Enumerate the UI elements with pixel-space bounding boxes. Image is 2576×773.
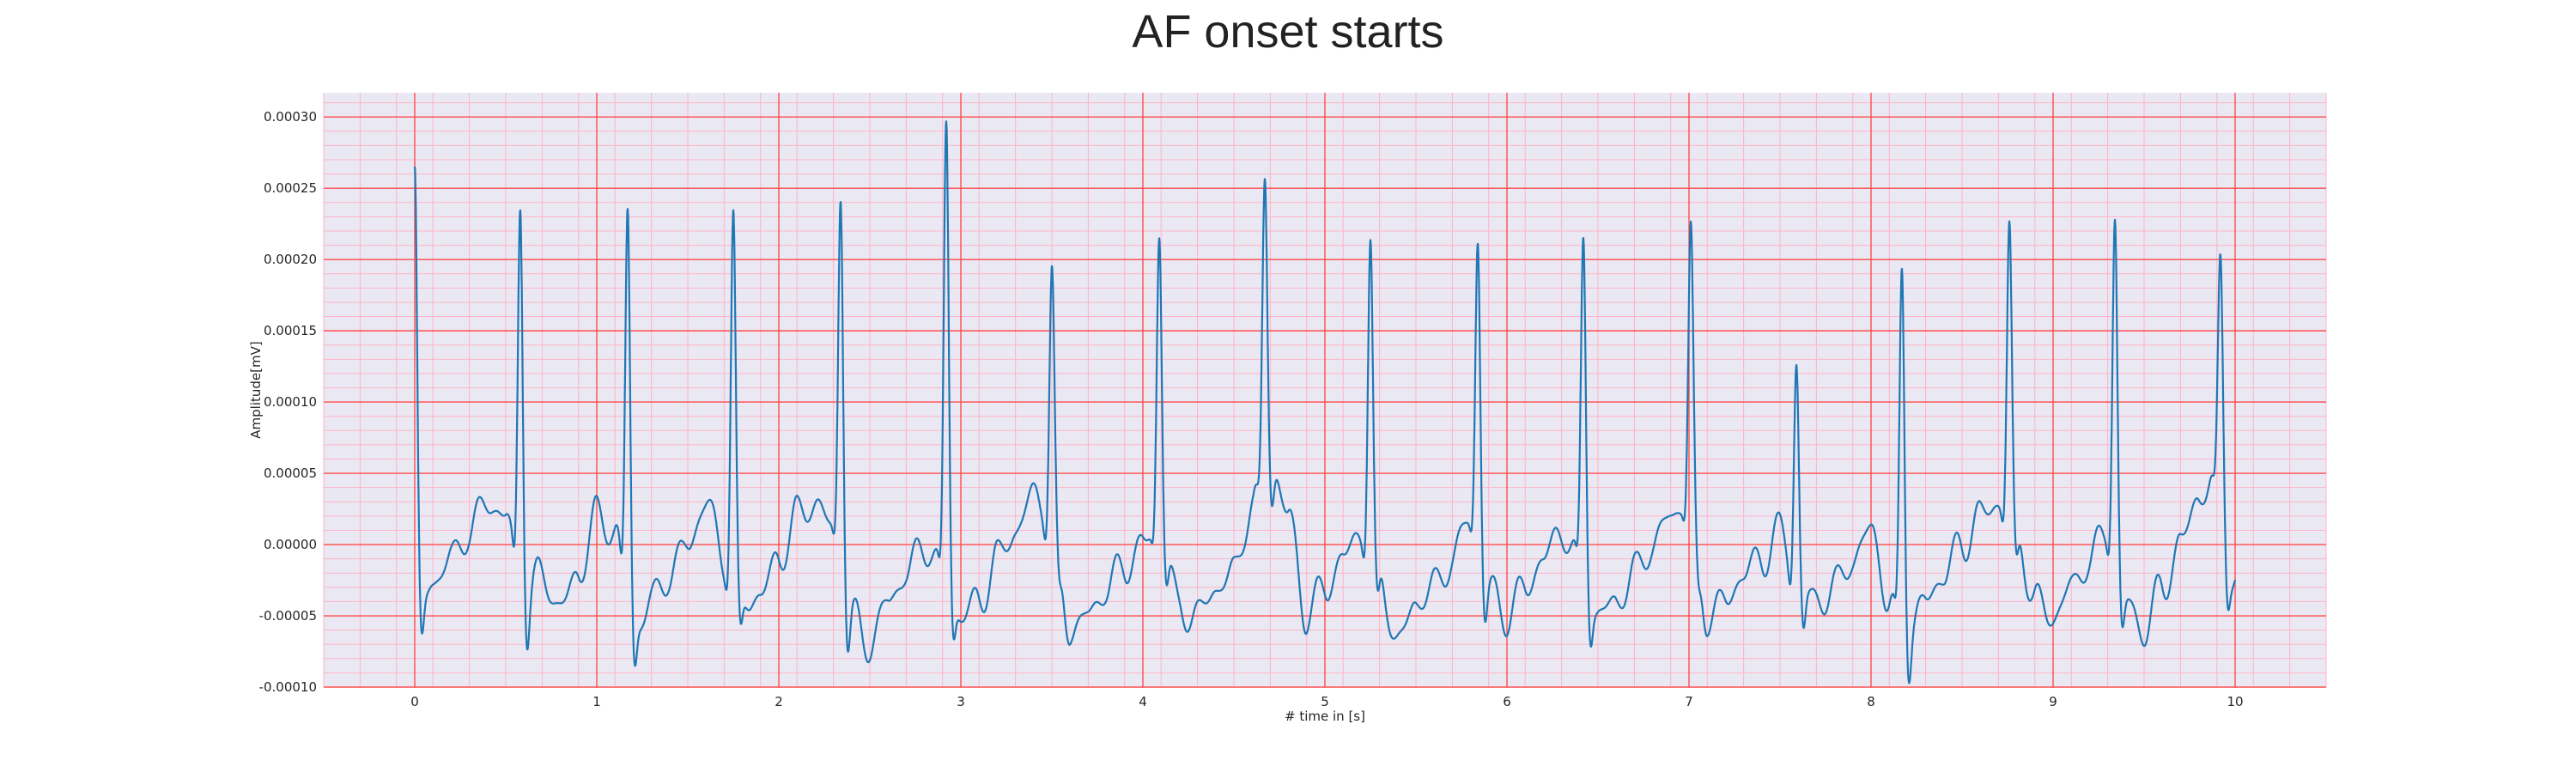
ecg-series-line <box>413 120 2237 685</box>
x-tick-label: 2 <box>775 694 783 709</box>
y-tick-label: 0.00020 <box>264 252 317 267</box>
y-axis-label: Amplitude[mV] <box>248 341 264 438</box>
y-axis-ticks: -0.00010 -0.00005 0.00000 0.00005 0.00010 0.0… <box>259 109 317 695</box>
y-tick-label: -0.00005 <box>259 608 317 624</box>
y-tick-label: 0.00030 <box>264 109 317 125</box>
major-grid <box>324 93 2326 688</box>
x-tick-label: 3 <box>957 694 965 709</box>
x-axis-label: # time in [s] <box>1285 709 1365 724</box>
x-tick-label: 0 <box>410 694 419 709</box>
y-tick-label: 0.00000 <box>264 537 317 552</box>
y-tick-label: 0.00015 <box>264 323 317 338</box>
y-tick-label: 0.00005 <box>264 466 317 481</box>
y-tick-label: -0.00010 <box>259 679 317 695</box>
y-tick-label: 0.00010 <box>264 394 317 410</box>
x-axis-ticks: 0 1 2 3 4 5 6 7 8 9 10 <box>410 694 2243 709</box>
x-tick-label: 6 <box>1503 694 1511 709</box>
x-tick-label: 10 <box>2227 694 2243 709</box>
x-tick-label: 5 <box>1321 694 1329 709</box>
x-tick-label: 9 <box>2049 694 2057 709</box>
x-tick-label: 7 <box>1685 694 1693 709</box>
y-tick-label: 0.00025 <box>264 180 317 196</box>
chart-title: AF onset starts <box>1132 6 1443 58</box>
x-tick-label: 4 <box>1139 694 1147 709</box>
x-tick-label: 8 <box>1867 694 1875 709</box>
x-tick-label: 1 <box>592 694 601 709</box>
